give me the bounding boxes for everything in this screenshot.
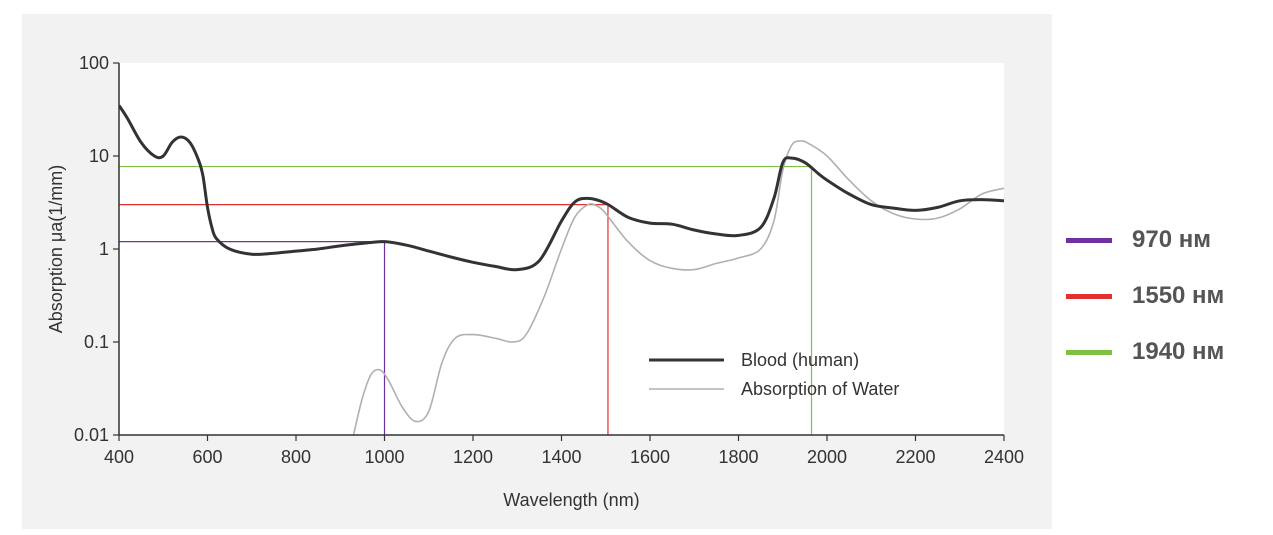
x-tick-label-5: 1400 [541, 447, 581, 467]
x-tick-label-3: 1000 [364, 447, 404, 467]
x-tick-label-0: 400 [104, 447, 134, 467]
marker-legend-item-970: 970 нм [1066, 212, 1266, 268]
y-tick-label-1: 0.1 [84, 332, 109, 352]
marker-legend-item-1940: 1940 нм [1066, 324, 1266, 380]
x-axis-label: Wavelength (nm) [503, 490, 639, 510]
y-tick-label-3: 10 [89, 146, 109, 166]
figure-panel: 400 600 800 1000 1200 1400 1600 1800 2000 2200 240… [22, 14, 1052, 529]
legend-entry-0: Blood (human) [741, 350, 859, 370]
absorption-chart: 400 600 800 1000 1200 1400 1600 1800 2000 2200 240… [46, 53, 1024, 510]
x-tick-label-10: 2400 [984, 447, 1024, 467]
x-tick-label-4: 1200 [453, 447, 493, 467]
legend-entry-1: Absorption of Water [741, 379, 899, 399]
y-tick-label-0: 0.01 [74, 425, 109, 445]
x-tick-label-2: 800 [281, 447, 311, 467]
x-tick-label-9: 2200 [895, 447, 935, 467]
marker-legend-item-1550: 1550 нм [1066, 268, 1266, 324]
series-line-1 [352, 140, 1004, 435]
x-tick-label-1: 600 [192, 447, 222, 467]
marker-label-1550: 1550 нм [1132, 282, 1225, 309]
y-axis-label: Absorption μa(1/mm) [46, 165, 66, 333]
marker-label-1940: 1940 нм [1132, 338, 1225, 365]
marker-swatch-1550 [1066, 293, 1112, 299]
x-tick-label-8: 2000 [807, 447, 847, 467]
x-tick-label-6: 1600 [630, 447, 670, 467]
marker-label-970: 970 нм [1132, 226, 1211, 253]
wavelength-marker-legend: 970 нм 1550 нм 1940 нм [1066, 212, 1266, 380]
y-tick-label-4: 100 [79, 53, 109, 73]
marker-swatch-970 [1066, 237, 1112, 243]
marker-swatch-1940 [1066, 349, 1112, 355]
y-tick-label-2: 1 [99, 239, 109, 259]
x-tick-label-7: 1800 [718, 447, 758, 467]
series-line-0 [119, 104, 1004, 272]
